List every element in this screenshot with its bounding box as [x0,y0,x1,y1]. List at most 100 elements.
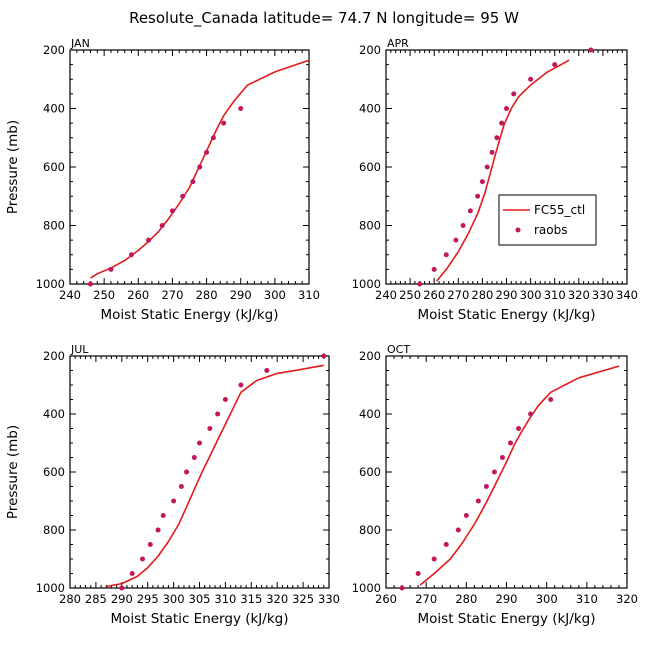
raobs-point [508,440,514,446]
raobs-point [197,164,203,170]
month-label: APR [387,37,409,50]
x-tick-label: 290 [230,288,252,302]
y-tick-label: 400 [359,407,381,421]
raobs-point [191,455,197,460]
legend-box [498,194,597,246]
month-label: JAN [70,37,90,50]
x-tick-label: 300 [264,288,286,302]
legend-obs-marker [515,227,521,233]
figure-title: Resolute_Canada latitude= 74.7 N longitu… [129,9,519,28]
x-tick-label: 295 [137,592,159,606]
raobs-point [204,149,210,155]
raobs-point [548,397,554,402]
month-label: OCT [387,343,410,356]
raobs-point [171,498,177,504]
x-tick-label: 240 [375,288,397,302]
y-tick-label: 200 [359,43,381,57]
y-tick-label: 800 [359,523,381,537]
y-tick-label: 1000 [36,581,65,595]
x-tick-label: 330 [318,592,340,606]
x-tick-label: 320 [616,592,638,606]
raobs-point [108,266,114,272]
x-tick-label: 340 [616,288,638,302]
raobs-point [147,542,153,547]
raobs-point [210,135,216,141]
x-tick-label: 310 [576,592,598,606]
raobs-point [511,91,517,97]
y-tick-label: 400 [43,102,65,116]
x-tick-label: 300 [536,592,558,606]
raobs-point [146,237,152,243]
x-axis-label: Moist Static Energy (kJ/kg) [418,307,596,323]
raobs-point [207,426,213,431]
x-tick-label: 310 [214,592,236,606]
raobs-point [399,585,405,591]
y-tick-label: 600 [43,160,65,174]
raobs-point [215,411,221,417]
x-tick-label: 260 [127,288,149,302]
raobs-point [499,455,505,460]
raobs-point [460,223,466,228]
raobs-point [431,266,437,272]
raobs-point [443,542,449,547]
x-tick-label: 280 [196,288,218,302]
raobs-point [494,135,500,141]
x-tick-label: 250 [399,288,421,302]
panel-jan: 240 250 260 270 280 290 300 310 200 400 600 800 1000… [5,37,320,323]
y-tick-label: 600 [359,160,381,174]
plot-frame [385,49,628,285]
raobs-point [453,237,459,243]
raobs-point [431,556,437,562]
model-line-jul [106,364,324,588]
x-tick-label: 300 [520,288,542,302]
y-tick-label: 1000 [352,581,381,595]
y-tick-label: 400 [43,407,65,421]
raobs-point [129,571,135,576]
x-tick-label: 270 [161,288,183,302]
raobs-point [321,353,327,359]
x-tick-label: 260 [375,592,397,606]
raobs-point [140,556,146,562]
y-tick-label: 200 [43,43,65,57]
x-axis-label: Moist Static Energy (kJ/kg) [111,611,289,627]
x-tick-label: 330 [592,288,614,302]
y-axis-label: Pressure (mb) [5,425,21,519]
x-axis-label: Moist Static Energy (kJ/kg) [418,611,596,627]
raobs-point [455,527,461,533]
x-tick-label: 310 [544,288,566,302]
y-tick-label: 800 [43,219,65,233]
raobs-point [463,513,469,518]
raobs-point [528,76,534,82]
panel-apr: 240 250 260 270 280 290 300 310 320 330 340 200 400 6… [352,37,638,323]
raobs-point [588,47,594,53]
x-tick-label: 300 [163,592,185,606]
raobs-point [160,513,166,518]
raobs-point [169,208,175,214]
raobs-point [87,281,93,287]
x-tick-label: 320 [266,592,288,606]
x-tick-label: 290 [496,592,518,606]
model-line-jan [90,59,310,279]
panel-oct: 260 270 280 290 300 310 320 200 400 600 800 1000 OCT… [352,343,638,627]
y-tick-label: 800 [43,523,65,537]
raobs-point [516,426,522,431]
raobs-point [155,527,161,533]
legend-obs-label: raobs [534,223,568,237]
y-tick-label: 600 [43,465,65,479]
month-label: JUL [70,343,89,356]
y-tick-label: 1000 [352,277,381,291]
plot-frame [385,355,628,589]
model-line-oct [419,365,620,586]
x-axis-label: Moist Static Energy (kJ/kg) [101,307,279,323]
panel-jul: 280 285 290 295 300 305 310 315 320 325 330 200 400 6… [5,343,340,627]
raobs-point [222,397,228,402]
x-tick-label: 280 [471,288,493,302]
raobs-point [443,252,449,258]
raobs-point [197,440,202,446]
raobs-point [479,179,485,185]
raobs-point [128,252,134,258]
raobs-point [489,149,495,155]
